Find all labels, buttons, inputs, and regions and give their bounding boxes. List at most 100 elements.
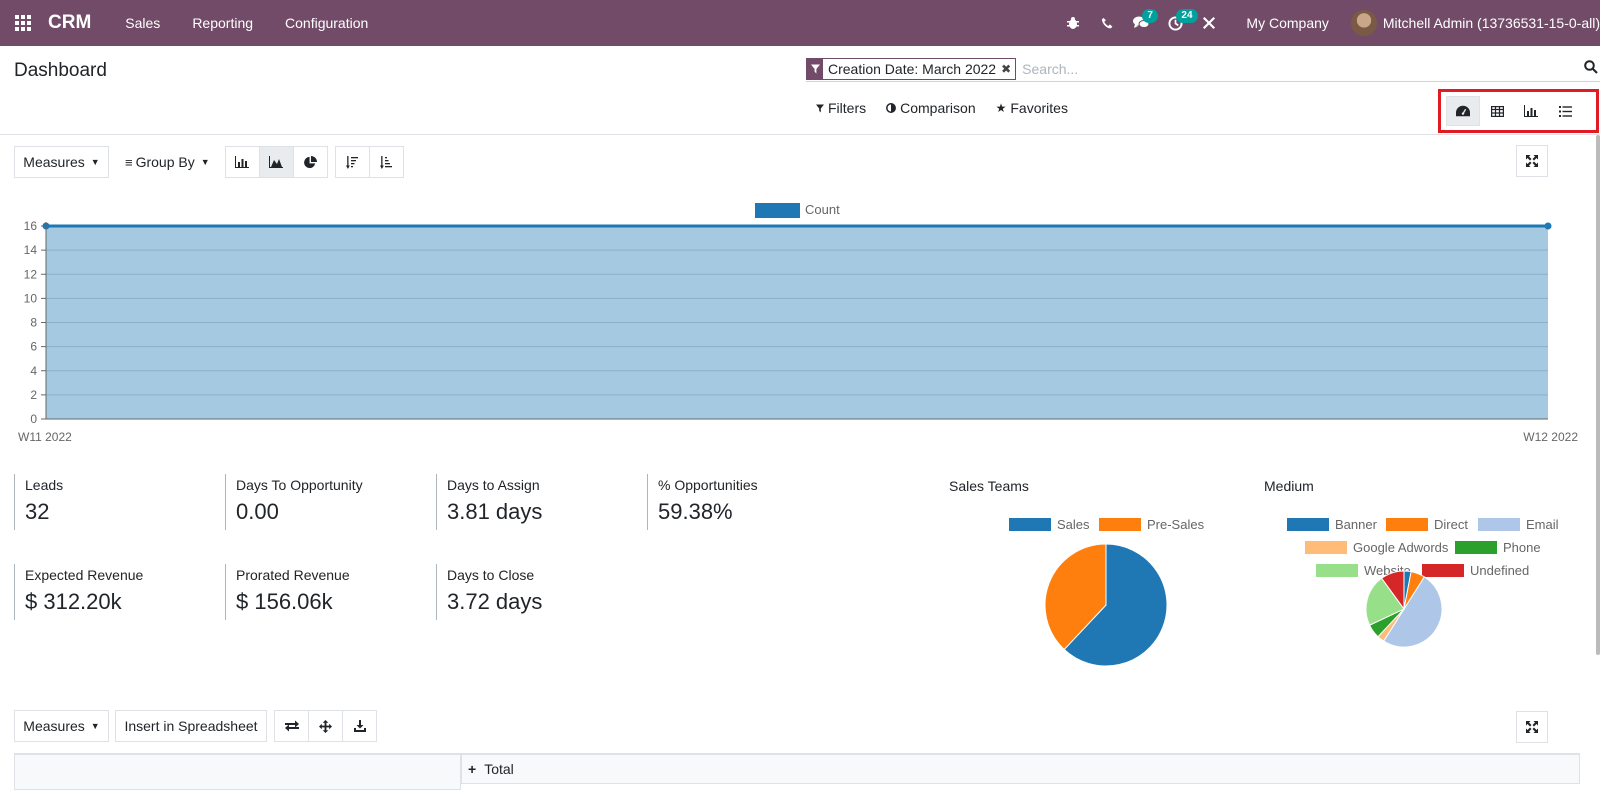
sort-desc-icon [346,155,359,169]
bar-chart-button[interactable] [224,146,260,178]
legend-swatch [755,203,800,218]
filters-button[interactable]: Filters [816,100,866,116]
tools-icon[interactable] [1192,0,1226,46]
measures-dropdown[interactable]: Measures ▼ [14,146,109,178]
activities-count-badge: 24 [1176,9,1198,23]
menu-sales[interactable]: Sales [125,15,161,31]
top-navbar: CRM Sales Reporting Configuration 7 24 M… [0,0,1600,46]
legend-swatch [1478,518,1520,531]
search-input[interactable]: Search... [1022,60,1079,77]
search-icon[interactable] [1584,60,1598,77]
measures-label: Measures [23,718,85,734]
pivot-view-icon[interactable] [1480,96,1514,126]
legend-swatch [1386,518,1428,531]
pie-slice [1063,543,1168,667]
facet-value: Creation Date: March 2022 [828,60,997,77]
debug-bug-icon[interactable] [1056,0,1090,46]
menu-configuration[interactable]: Configuration [285,15,369,31]
user-menu[interactable]: Mitchell Admin (13736531-15-0-all) [1382,15,1600,31]
pivot-toolbar: Measures ▼ Insert in Spreadsheet [14,710,377,742]
list-view-icon[interactable] [1548,96,1582,126]
x-tick-label: W12 2022 [1523,430,1578,444]
y-tick-label: 2 [30,388,37,402]
pie-chart-icon [303,155,317,168]
page-title: Dashboard [14,60,107,81]
adjust-icon [886,103,897,113]
page-scrollbar[interactable] [1596,135,1600,655]
y-tick-label: 16 [24,219,38,233]
kpi-label: Days to Close [447,567,535,583]
legend-swatch [1316,564,1358,577]
expand-icon [1526,721,1538,733]
filter-funnel-icon [807,57,823,80]
user-avatar[interactable] [1350,10,1377,36]
pivot-header-total[interactable]: + Total [461,754,1580,784]
bar-chart-icon [235,156,250,168]
company-switcher[interactable]: My Company [1246,15,1329,31]
sort-descending-button[interactable] [334,146,370,178]
search-panel-options: Filters Comparison ★ Favorites [816,100,1068,116]
pivot-measures-dropdown[interactable]: Measures ▼ [14,710,109,742]
pie-chart-button[interactable] [292,146,328,178]
groupby-dropdown[interactable]: ≡ Group By ▼ [125,154,210,170]
search-bar[interactable]: Creation Date: March 2022 ✖ Search... [806,56,1600,82]
sort-group [334,146,404,178]
list-icon: ≡ [125,154,133,170]
insert-spreadsheet-button[interactable]: Insert in Spreadsheet [115,710,267,742]
y-tick-label: 12 [24,267,38,281]
line-chart-button[interactable] [258,146,294,178]
sales-teams-title: Sales Teams [949,478,1029,494]
measures-label: Measures [23,154,85,170]
kpi-value: 3.81 days [447,499,543,524]
kpi-label: Expected Revenue [25,567,144,583]
kpi-value: $ 312.20k [25,589,122,614]
exchange-icon [284,720,299,732]
caret-down-icon: ▼ [200,157,210,167]
search-facet[interactable]: Creation Date: March 2022 ✖ [806,57,1017,80]
kpi-prorated-revenue[interactable]: Prorated Revenue $ 156.06k [225,564,425,620]
kpi-value: 0.00 [236,499,279,524]
area-chart-icon [269,156,284,168]
data-point [1544,222,1552,230]
kpi-days-to-opportunity[interactable]: Days To Opportunity 0.00 [225,474,425,530]
messages-count-badge: 7 [1142,9,1158,23]
download-button[interactable] [342,710,377,742]
y-tick-label: 4 [30,364,37,378]
kpi-opportunities-percent[interactable]: % Opportunities 59.38% [647,474,847,530]
kpi-label: Prorated Revenue [236,567,350,583]
y-tick-label: 14 [24,243,38,257]
control-panel: Dashboard Creation Date: March 2022 ✖ Se… [0,46,1600,135]
kpi-leads[interactable]: Leads 32 [14,474,214,530]
legend-label: Pre-Sales [1147,517,1205,532]
sort-ascending-button[interactable] [368,146,404,178]
legend-label: Undefined [1470,563,1529,578]
comparison-button[interactable]: Comparison [886,100,976,116]
phone-icon[interactable] [1090,0,1124,46]
kpi-expected-revenue[interactable]: Expected Revenue $ 312.20k [14,564,214,620]
remove-facet-icon[interactable]: ✖ [1001,61,1012,76]
kpi-days-to-assign[interactable]: Days to Assign 3.81 days [436,474,636,530]
x-tick-label: W11 2022 [18,430,72,444]
menu-reporting[interactable]: Reporting [192,15,254,31]
expand-graph-button[interactable] [1516,145,1548,177]
activities-clock-icon[interactable]: 24 [1158,0,1198,46]
flip-axis-button[interactable] [274,710,309,742]
sort-asc-icon [380,155,393,169]
star-icon: ★ [995,101,1007,115]
pivot-corner-cell [14,754,461,790]
caret-down-icon: ▼ [90,157,100,167]
y-tick-label: 6 [30,340,37,354]
chart-type-group [224,146,328,178]
app-brand[interactable]: CRM [48,12,92,33]
app-menu-icon[interactable] [0,0,46,46]
graph-view-icon[interactable] [1514,96,1548,126]
messages-icon[interactable]: 7 [1124,0,1158,46]
expand-all-button[interactable] [308,710,343,742]
legend-swatch [1009,518,1051,531]
kpi-days-to-close[interactable]: Days to Close 3.72 days [436,564,636,620]
legend-label: Sales [1057,517,1090,532]
expand-pivot-button[interactable] [1516,711,1548,743]
kpi-value: 59.38% [658,499,733,524]
favorites-button[interactable]: ★ Favorites [996,100,1068,116]
dashboard-view-icon[interactable] [1446,96,1480,126]
